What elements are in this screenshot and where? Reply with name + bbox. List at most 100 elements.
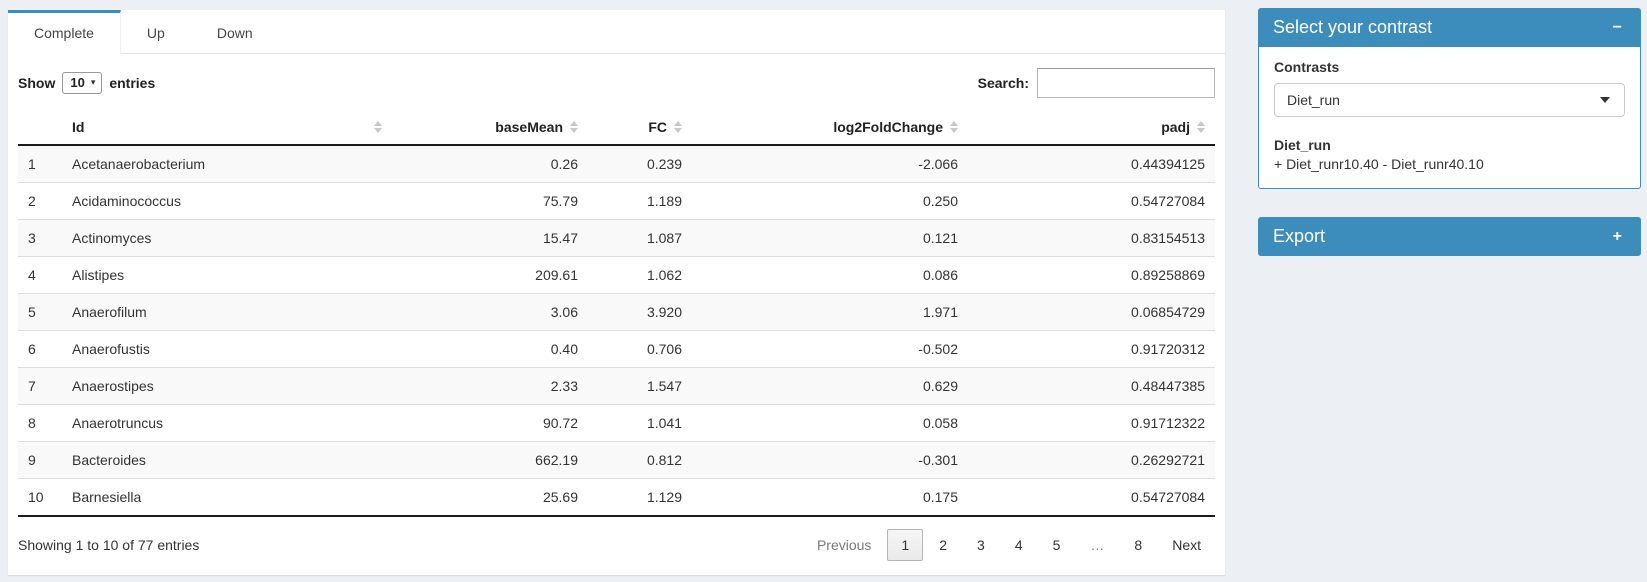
column-header-padj[interactable]: padj	[968, 110, 1215, 146]
page-length-value: 10	[70, 75, 85, 90]
column-header-basemean[interactable]: baseMean	[392, 110, 588, 146]
cell-fc: 0.239	[646, 156, 682, 172]
table-header-row: Id baseMean FC	[18, 110, 1215, 146]
pagination-next[interactable]: Next	[1172, 537, 1201, 553]
pagination-previous[interactable]: Previous	[816, 537, 872, 553]
pagination-page-4[interactable]: 4	[1014, 537, 1023, 553]
row-index: 8	[28, 415, 36, 431]
table-row: 5 Anaerofilum 3.06 3.920 1.971 0.0685472…	[18, 293, 1215, 331]
sort-icon	[674, 121, 682, 133]
cell-id: Acetanaerobacterium	[72, 156, 206, 172]
sort-icon	[950, 121, 958, 133]
cell-fc: 1.129	[646, 489, 682, 505]
contrast-panel-header[interactable]: Select your contrast −	[1258, 8, 1641, 47]
contrast-formula: + Diet_runr10.40 - Diet_runr40.10	[1274, 156, 1484, 172]
contrast-panel-title: Select your contrast	[1273, 17, 1433, 37]
sort-icon	[1197, 121, 1205, 133]
search-input[interactable]	[1037, 68, 1215, 98]
row-index: 3	[28, 230, 36, 246]
row-index: 6	[28, 341, 36, 357]
cell-padj: 0.91720312	[1131, 341, 1205, 357]
cell-basemean: 662.19	[535, 452, 578, 468]
cell-basemean: 90.72	[542, 415, 578, 431]
cell-padj: 0.89258869	[1131, 267, 1205, 283]
cell-id: Acidaminococcus	[72, 193, 181, 209]
cell-id: Bacteroides	[72, 452, 146, 468]
column-label: padj	[1161, 119, 1190, 135]
row-index: 4	[28, 267, 36, 283]
cell-id: Anaerofilum	[72, 304, 147, 320]
cell-padj: 0.83154513	[1131, 230, 1205, 246]
search-label: Search:	[977, 75, 1029, 91]
table-row: 9 Bacteroides 662.19 0.812 -0.301 0.2629…	[18, 441, 1215, 479]
expand-plus-icon[interactable]: +	[1612, 227, 1622, 245]
tab-bar: Complete Up Down	[8, 10, 1225, 54]
cell-fc: 1.041	[646, 415, 682, 431]
row-index: 2	[28, 193, 36, 209]
cell-fc: 1.062	[646, 267, 682, 283]
table-info: Showing 1 to 10 of 77 entries	[18, 537, 200, 553]
column-header-log2foldchange[interactable]: log2FoldChange	[692, 110, 968, 146]
cell-padj: 0.54727084	[1131, 489, 1205, 505]
cell-id: Anaerostipes	[72, 378, 154, 394]
search-control: Search:	[978, 68, 1215, 98]
export-panel-title: Export	[1273, 226, 1326, 246]
pagination-page-8[interactable]: 8	[1134, 537, 1143, 553]
contrast-name: Diet_run	[1274, 137, 1331, 153]
tab-up[interactable]: Up	[146, 25, 165, 41]
cell-log2foldchange: 0.175	[922, 489, 958, 505]
cell-id: Actinomyces	[72, 230, 152, 246]
table-row: 6 Anaerofustis 0.40 0.706 -0.502 0.91720…	[18, 330, 1215, 368]
collapse-minus-icon[interactable]: −	[1612, 18, 1622, 36]
cell-id: Anaerotruncus	[72, 415, 164, 431]
cell-fc: 1.547	[646, 378, 682, 394]
table-row: 8 Anaerotruncus 90.72 1.041 0.058 0.9171…	[18, 404, 1215, 442]
caret-down-icon	[1600, 97, 1610, 103]
column-header-id[interactable]: Id	[62, 110, 392, 146]
pagination-page-5[interactable]: 5	[1052, 537, 1061, 553]
page-length-select[interactable]: 10 ▾	[62, 72, 103, 94]
tab-down[interactable]: Down	[216, 25, 253, 41]
sort-icon	[570, 121, 578, 133]
row-index: 5	[28, 304, 36, 320]
cell-fc: 0.706	[646, 341, 682, 357]
export-panel-header[interactable]: Export +	[1258, 217, 1641, 256]
cell-basemean: 2.33	[550, 378, 578, 394]
cell-log2foldchange: 0.121	[922, 230, 958, 246]
pagination-ellipsis: …	[1090, 537, 1105, 553]
cell-log2foldchange: 0.250	[922, 193, 958, 209]
results-card: Complete Up Down Show 10 ▾ entries Searc…	[8, 10, 1225, 575]
contrast-select[interactable]: Diet_run	[1274, 83, 1625, 117]
contrast-panel: Select your contrast − Contrasts Diet_ru…	[1258, 8, 1641, 189]
pagination-page-2[interactable]: 2	[939, 537, 948, 553]
pagination-page-3[interactable]: 3	[977, 537, 985, 553]
cell-padj: 0.44394125	[1131, 156, 1205, 172]
show-label: Show	[18, 75, 56, 91]
results-table: Id baseMean FC	[18, 110, 1215, 517]
cell-padj: 0.26292721	[1131, 452, 1205, 468]
sidebar: Select your contrast − Contrasts Diet_ru…	[1258, 8, 1641, 256]
column-header-rownum	[18, 110, 62, 146]
row-index: 9	[28, 452, 36, 468]
contrast-panel-body: Contrasts Diet_run Diet_run + Diet_runr1…	[1258, 47, 1641, 189]
tab-complete[interactable]: Complete	[8, 10, 121, 54]
row-index: 1	[28, 156, 36, 172]
sort-icon	[374, 121, 382, 133]
pagination: Previous 1 2 3 4 5 … 8 Next	[801, 529, 1215, 561]
table-row: 4 Alistipes 209.61 1.062 0.086 0.8925886…	[18, 256, 1215, 294]
contrast-select-value: Diet_run	[1287, 92, 1340, 108]
cell-fc: 1.087	[646, 230, 682, 246]
cell-basemean: 15.47	[542, 230, 578, 246]
column-label: baseMean	[495, 119, 563, 135]
table-row: 2 Acidaminococcus 75.79 1.189 0.250 0.54…	[18, 182, 1215, 220]
cell-id: Anaerofustis	[72, 341, 150, 357]
cell-padj: 0.54727084	[1131, 193, 1205, 209]
cell-log2foldchange: -0.301	[918, 452, 958, 468]
column-header-fc[interactable]: FC	[588, 110, 692, 146]
table-row: 3 Actinomyces 15.47 1.087 0.121 0.831545…	[18, 219, 1215, 257]
cell-padj: 0.91712322	[1131, 415, 1205, 431]
cell-log2foldchange: 0.086	[922, 267, 958, 283]
pagination-page-1[interactable]: 1	[887, 529, 924, 561]
cell-basemean: 3.06	[550, 304, 578, 320]
cell-id: Alistipes	[72, 267, 125, 283]
